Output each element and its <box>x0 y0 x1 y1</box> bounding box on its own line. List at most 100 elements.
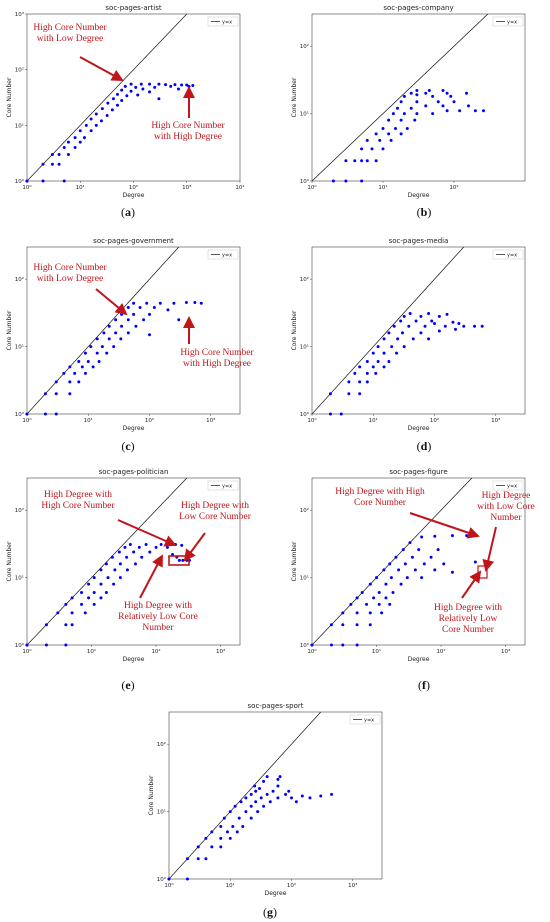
y-tick-label: 10⁰ <box>15 411 25 418</box>
data-point <box>254 789 258 793</box>
y-axis-label: Core Number <box>291 310 298 350</box>
legend-label: y=x <box>364 718 374 724</box>
data-point <box>139 82 143 86</box>
data-point <box>154 545 158 549</box>
data-point <box>353 371 357 375</box>
data-point <box>389 576 393 580</box>
y-axis-label: Core Number <box>148 775 155 815</box>
data-point <box>199 301 203 305</box>
data-point <box>378 138 382 142</box>
data-point <box>125 94 129 98</box>
data-point <box>399 319 403 323</box>
caption-e: (e) <box>121 678 135 692</box>
data-point <box>310 643 314 647</box>
data-point <box>389 138 393 142</box>
data-point <box>239 800 243 804</box>
plot-frame <box>311 246 526 415</box>
data-point <box>427 311 431 315</box>
data-point <box>148 82 152 86</box>
data-point <box>181 558 185 562</box>
data-point <box>441 88 445 92</box>
data-point <box>167 877 171 881</box>
data-point <box>368 623 372 627</box>
data-point <box>415 100 419 104</box>
data-point <box>449 94 453 98</box>
data-point <box>355 596 359 600</box>
chart-f: soc-pages-figure 10⁰ 10¹ 10² 10³ 10⁰ 10¹ 10² Deg… <box>291 468 526 663</box>
data-point <box>276 796 280 800</box>
y-axis-label: Core Number <box>6 310 13 350</box>
data-point <box>204 836 208 840</box>
x-axis-label: Degree <box>123 192 145 199</box>
data-point <box>25 179 29 183</box>
data-point <box>365 371 369 375</box>
data-point <box>233 804 237 808</box>
data-point <box>391 112 395 116</box>
legend-label: y=x <box>507 484 517 490</box>
data-point <box>249 816 253 820</box>
data-point <box>196 857 200 861</box>
data-point <box>415 93 419 97</box>
reference-line <box>312 478 473 645</box>
y-tick-label: 10⁰ <box>300 642 310 649</box>
data-point <box>360 159 364 163</box>
data-point <box>43 412 47 416</box>
data-point <box>349 602 353 606</box>
data-point <box>144 542 148 546</box>
reference-line <box>169 712 322 879</box>
data-point <box>68 380 72 384</box>
legend-label: y=x <box>507 20 517 26</box>
x-tick-label: 10² <box>436 648 445 655</box>
data-point <box>405 127 409 131</box>
data-point <box>89 129 93 133</box>
data-point <box>409 106 413 110</box>
data-point <box>62 371 66 375</box>
data-point <box>331 179 335 183</box>
data-point <box>54 412 58 416</box>
data-point <box>100 107 104 111</box>
data-point <box>397 568 401 572</box>
data-point <box>473 534 477 538</box>
panel-e: soc-pages-politician 10⁰ 10¹ 10² 10³ 10⁰ 10¹ 10… <box>5 468 250 663</box>
data-point <box>92 591 96 595</box>
x-tick-label: 10³ <box>501 648 510 655</box>
data-point <box>62 179 66 183</box>
data-point <box>86 360 90 364</box>
plot-frame <box>26 477 241 646</box>
data-point <box>228 836 232 840</box>
data-point <box>388 562 392 566</box>
x-axis-label: Degree <box>123 425 145 432</box>
data-point <box>465 91 469 95</box>
data-point <box>70 596 74 600</box>
data-point <box>344 159 348 163</box>
data-point <box>70 623 74 627</box>
data-point <box>433 568 437 572</box>
data-point <box>113 568 117 572</box>
data-point <box>78 129 82 133</box>
data-point <box>136 93 140 97</box>
chart-title: soc-pages-politician <box>99 468 169 476</box>
data-point <box>235 830 239 834</box>
data-point <box>180 543 184 547</box>
x-tick-label: 10² <box>151 648 160 655</box>
data-point <box>80 591 84 595</box>
caption-f: (f) <box>418 678 430 692</box>
y-tick-label: 10² <box>300 276 309 283</box>
data-point <box>87 596 91 600</box>
caption-d: (d) <box>416 439 432 453</box>
data-point <box>391 591 395 595</box>
x-axis-label: Degree <box>123 656 145 663</box>
data-point <box>259 796 263 800</box>
data-point <box>420 535 424 539</box>
data-point <box>368 582 372 586</box>
data-point <box>473 324 477 328</box>
data-point <box>462 324 466 328</box>
x-tick-label: 10⁰ <box>307 648 317 655</box>
data-point <box>171 552 175 556</box>
data-point <box>394 555 398 559</box>
chart-title: soc-pages-company <box>383 4 453 12</box>
data-point <box>427 337 431 341</box>
data-point <box>413 568 417 572</box>
panel-d: soc-pages-media 10⁰ 10¹ 10² 10³ 10⁰ 10¹ 10² Degr… <box>290 237 535 432</box>
y-tick-label: 10² <box>300 507 309 514</box>
